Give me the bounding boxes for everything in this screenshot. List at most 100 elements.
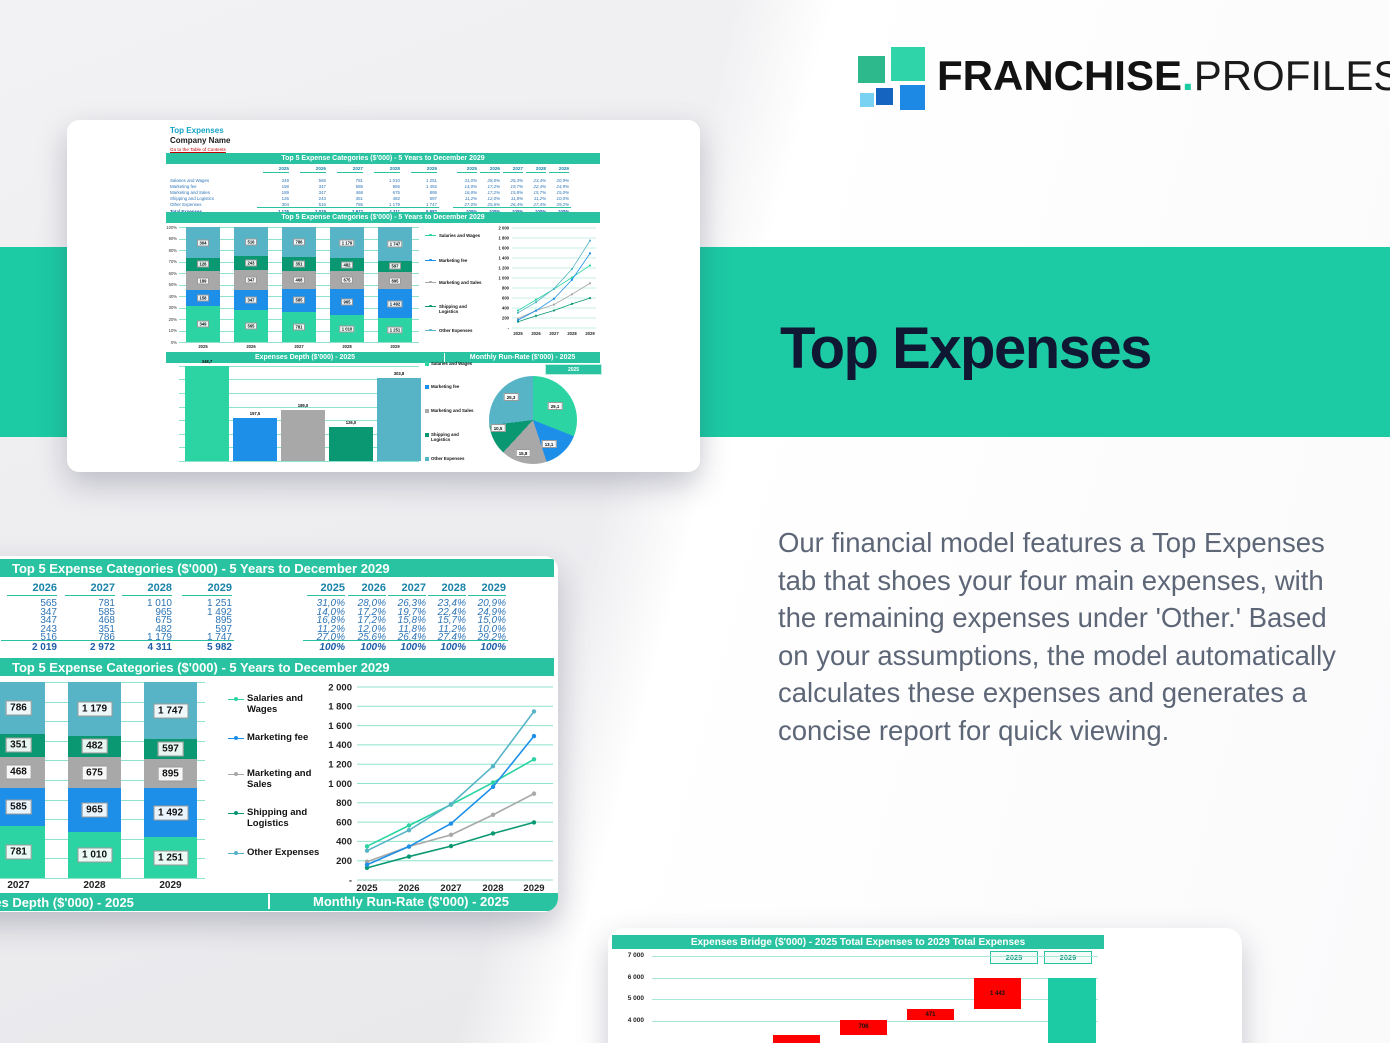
table-cell: 1 251 [426,177,437,183]
bar-segment-label: 482 [81,738,108,754]
table-total-cell: 2 019 [315,208,326,214]
legend-square-marker [425,433,429,437]
table-cell: 351 [355,195,363,201]
section-header-stacked: Top 5 Expense Categories ($'000) - 5 Yea… [166,212,600,223]
table-total-cell: 100% [511,208,523,214]
legend-dot-marker [429,258,432,262]
depth-bar [329,426,373,461]
waterfall-bar [773,1034,820,1043]
legend-label: Marketing fee [431,384,460,389]
table-total-cell: 100% [319,642,345,653]
table-cell: 585 [98,606,115,618]
table-total-cell: 100% [557,208,569,214]
axis-label: 1 600 [328,721,352,732]
table-cell-percent: 11,8% [398,623,426,635]
x-axis-label: 2027 [7,880,30,891]
table-cell-percent: 20,9% [556,177,569,183]
axis-label: 2025 [513,331,523,336]
table-cell-percent: 26,4% [397,632,426,644]
table-cell-percent: 10,0% [477,623,506,635]
line-series [490,764,496,769]
line-series [364,848,370,853]
table-total-rule [257,206,439,208]
pie-year-slicer[interactable]: 2025 [545,364,602,375]
axis-label: 1 600 [499,245,510,250]
legend-dot-marker [234,810,238,815]
bar-segment-label: 675 [81,765,108,781]
table-cell-percent: 19,7% [510,183,523,189]
line-series [570,278,574,281]
legend-label: Other Expenses [247,847,320,858]
logo: FRANCHISE.PROFILES [855,42,1390,112]
bar-segment-label: 895 [389,277,401,285]
table-cell: 1 747 [426,201,437,207]
table-cell-percent: 25,6% [487,201,500,207]
table-year-header: 2028 [374,166,400,173]
table-cell-percent: 29,2% [556,201,569,207]
axis-label: 1 200 [328,760,352,771]
table-total-rule [303,640,508,641]
table-total-cell: 5 982 [206,642,232,653]
table-cell-percent: 16,8% [316,615,345,627]
legend-dot-marker [429,304,432,308]
legend-label: Salaries and Wages [439,233,481,238]
gridline [652,999,1098,1001]
table-cell-percent: 25,6% [357,632,386,644]
axis-label: 1 400 [499,255,510,260]
expense-table-zoom: 2026 2027 2028 2029 2025 2026 2027 2028 2029 565 7… [0,556,558,661]
table-cell-percent: 15,8% [510,189,523,195]
y-axis-label: 80% [168,247,177,253]
table-year-header: 2029 [182,582,232,596]
table-cell: 126 [281,195,289,201]
line-series [588,282,592,285]
legend-label: Shipping and Logistics [431,432,459,443]
table-cell-percent: 11,2% [533,195,546,201]
bridge-slicer-2029[interactable]: 2029 [1044,951,1092,964]
table-year-header: 2026 [480,166,500,173]
legend-square-marker [425,409,429,413]
table-year-header: 2029 [468,582,506,596]
line-series [448,821,454,826]
table-row-label: Other Expenses [170,201,202,207]
bar-segment-label: 126 [197,260,209,268]
legend-square-marker [425,457,429,461]
table-cell: 585 [355,183,363,189]
depth-title: Expenses Depth ($'000) - 2025 [254,353,356,361]
depth-bar [377,378,421,461]
section-header-table-zoom: Top 5 Expense Categories ($'000) - 5 Yea… [0,559,554,577]
axis-label: 2026 [398,883,419,894]
table-cell: 468 [98,615,115,627]
table-cell-percent: 15,0% [556,189,569,195]
table-cell: 565 [40,598,57,609]
section-header-bottom: Expenses Depth ($'000) - 2025 Monthly Ru… [166,352,600,363]
table-cell-percent: 19,7% [397,606,426,618]
legend-dot-marker [429,328,432,332]
table-cell-percent: 15,7% [437,615,466,627]
table-cell: 243 [318,195,326,201]
gridline [652,956,1098,957]
legend-label: Salaries and Wages [247,693,303,715]
table-cell-percent: 11,8% [510,195,523,201]
legend-square-marker [425,362,429,366]
table-cell: 347 [318,183,326,189]
legend-dot-marker [429,233,432,237]
legend-square-marker [425,385,429,389]
table-cell-percent: 16,8% [464,189,477,195]
table-total-cell: 5 982 [426,208,437,214]
table-cell-percent: 23,4% [533,177,546,183]
line-series [406,828,412,833]
axis-label: 400 [502,305,510,310]
table-cell: 347 [40,615,57,627]
table-cell-percent: 27,4% [437,632,466,644]
y-axis-label: 40% [168,293,177,299]
bridge-slicer-2025[interactable]: 2025 [990,951,1038,964]
bar-segment-label: 516 [245,238,257,246]
logo-dot: . [1182,52,1194,99]
table-cell-percent: 11,2% [438,623,466,635]
axis-label: 2028 [567,331,577,336]
line-series [364,862,370,867]
toc-link[interactable]: Go to the Table of Contents [170,146,226,152]
line-series [570,267,574,271]
line-series [516,320,520,323]
bar-segment-label: 1 010 [76,847,113,863]
